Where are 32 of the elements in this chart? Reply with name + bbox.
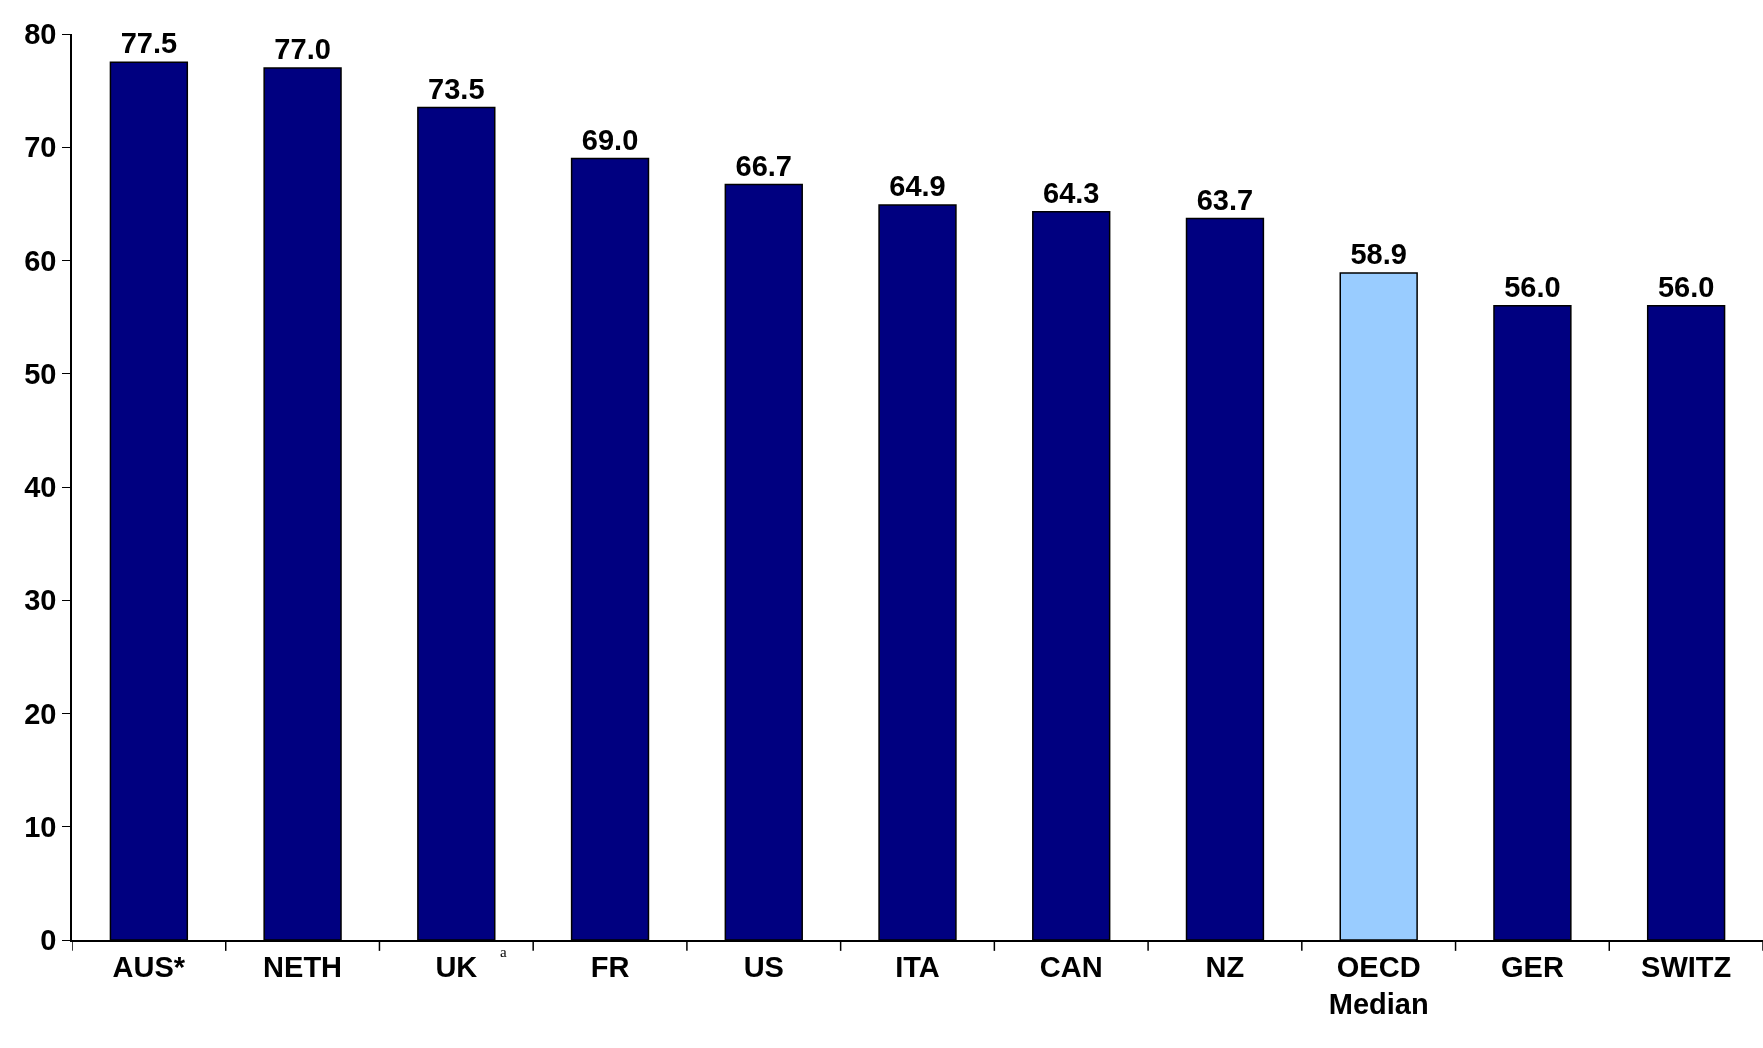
y-tick-label: 50 [24,357,57,390]
annotation: a [500,944,507,960]
data-label: 66.7 [735,149,792,182]
y-tick-label: 40 [24,471,57,504]
data-label: 64.9 [889,170,946,203]
y-tick-label: 30 [24,584,57,617]
data-label: 63.7 [1196,183,1254,216]
y-tick-label: 0 [40,924,57,957]
x-tick-label: US [743,950,784,983]
y-tick-label: 20 [24,697,57,730]
x-tick-label: GER [1500,950,1564,983]
data-label: 56.0 [1504,270,1561,303]
x-tick-label: FR [590,950,630,983]
data-label: 77.5 [120,27,178,60]
y-tick-label: 10 [24,810,57,843]
y-tick-label: 70 [24,131,57,164]
x-tick-label: OECD Median [1328,950,1429,1021]
data-label: 73.5 [428,72,485,105]
x-tick-label: UK [435,950,478,983]
data-label: 58.9 [1350,237,1407,270]
y-tick-label: 60 [24,244,57,277]
data-label: 69.0 [581,123,639,156]
x-tick-label: NETH [263,950,343,983]
data-label: 64.3 [1043,176,1100,209]
x-tick-label: CAN [1039,950,1103,983]
data-label: 77.0 [274,32,331,65]
x-tick-label: AUS* [112,950,186,983]
x-tick-label: NZ [1205,950,1245,983]
x-tick-label: ITA [895,950,940,983]
data-label: 56.0 [1657,270,1715,303]
y-tick-label: 80 [24,18,57,51]
x-tick-label: SWITZ [1641,950,1732,983]
